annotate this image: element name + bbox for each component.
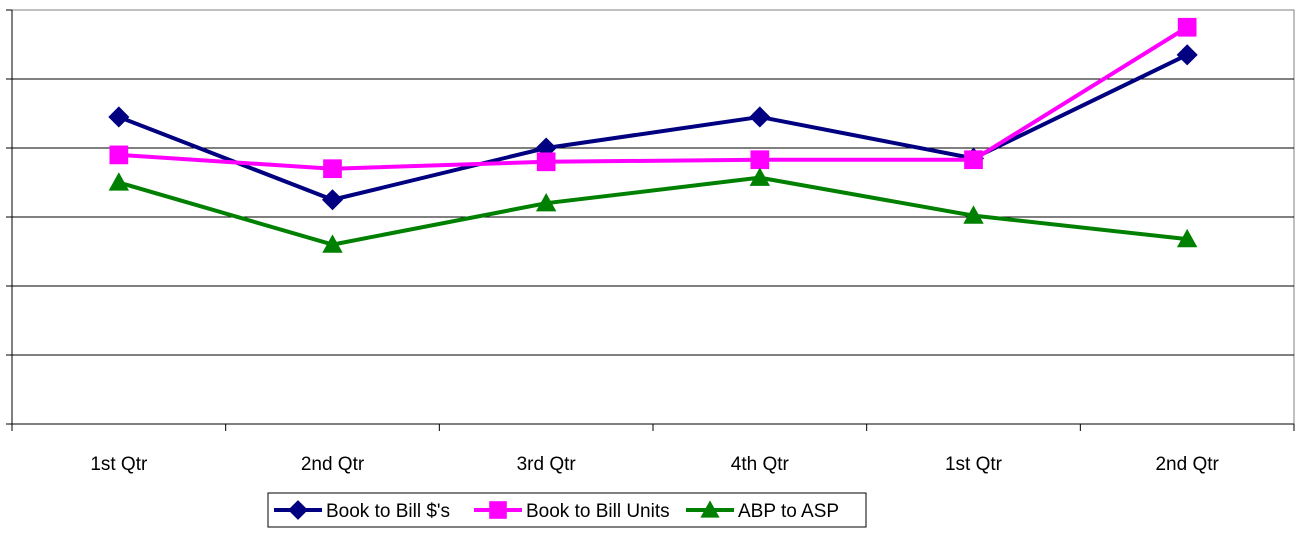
data-point bbox=[1177, 17, 1197, 37]
legend-label: Book to Bill $'s bbox=[326, 501, 450, 522]
data-point bbox=[536, 152, 556, 172]
gridlines bbox=[12, 78, 1294, 356]
series-layer bbox=[108, 17, 1198, 253]
data-point bbox=[964, 150, 983, 170]
legend-entry: Book to Bill $'s bbox=[274, 500, 450, 522]
legend-box bbox=[267, 492, 867, 528]
series-2 bbox=[109, 17, 1197, 179]
series-line bbox=[118, 25, 1189, 171]
legend-entry: Book to Bill Units bbox=[474, 501, 670, 522]
legend-label: Book to Bill Units bbox=[526, 501, 670, 522]
data-point bbox=[323, 159, 342, 179]
data-point bbox=[322, 234, 343, 253]
series-3 bbox=[108, 167, 1198, 253]
legend-label: ABP to ASP bbox=[738, 501, 839, 522]
data-point bbox=[749, 106, 771, 128]
x-tick-label: 3rd Qtr bbox=[517, 454, 577, 475]
x-axis-ticks: 1st Qtr 2nd Qtr 3rd Qtr 4th Qtr 1st Qtr 2nd Q… bbox=[90, 454, 1219, 475]
series-line bbox=[118, 53, 1189, 202]
data-point bbox=[489, 501, 507, 519]
series-line bbox=[118, 175, 1188, 247]
data-point bbox=[108, 106, 130, 128]
data-point bbox=[108, 172, 130, 191]
x-tick-label: 2nd Qtr bbox=[301, 454, 365, 475]
x-tick-label: 2nd Qtr bbox=[1155, 454, 1219, 475]
data-point bbox=[288, 500, 308, 520]
legend: Book to Bill $'s Book to Bill Units ABP to… bbox=[267, 492, 867, 528]
data-point bbox=[321, 189, 344, 211]
axes bbox=[6, 9, 1295, 431]
data-point bbox=[963, 205, 984, 224]
data-point bbox=[1176, 44, 1198, 66]
data-point bbox=[700, 500, 720, 518]
data-point bbox=[535, 193, 557, 212]
data-point bbox=[1176, 228, 1198, 248]
x-tick-label: 4th Qtr bbox=[731, 454, 790, 475]
x-tick-label: 1st Qtr bbox=[90, 454, 148, 475]
data-point bbox=[109, 145, 129, 165]
data-point bbox=[750, 150, 770, 170]
x-tick-label: 1st Qtr bbox=[945, 454, 1003, 475]
data-point bbox=[749, 167, 771, 186]
legend-entry: ABP to ASP bbox=[686, 500, 839, 522]
